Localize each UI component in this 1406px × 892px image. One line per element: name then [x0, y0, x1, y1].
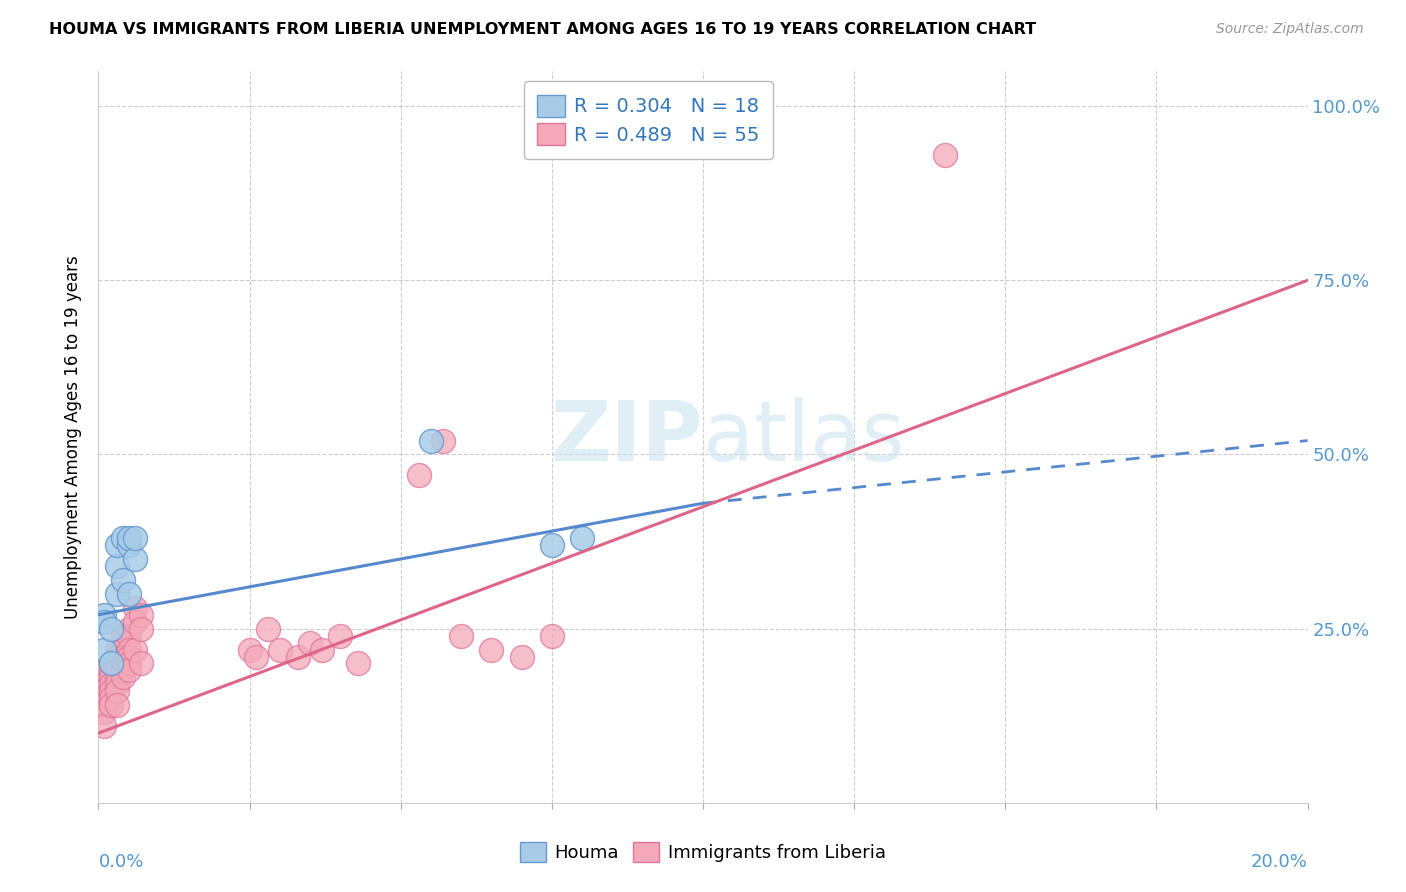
Point	[93, 664, 115, 678]
Point	[105, 587, 128, 601]
Point	[105, 538, 128, 552]
Point	[269, 642, 291, 657]
Point	[118, 629, 141, 643]
Point	[93, 698, 115, 713]
Point	[124, 552, 146, 566]
Point	[100, 657, 122, 671]
Point	[105, 558, 128, 573]
Point	[93, 642, 115, 657]
Point	[100, 698, 122, 713]
Point	[105, 670, 128, 684]
Point	[540, 629, 562, 643]
Point	[481, 642, 503, 657]
Point	[105, 677, 128, 691]
Point	[105, 649, 128, 664]
Point	[93, 615, 115, 629]
Point	[347, 657, 370, 671]
Text: ZIP: ZIP	[551, 397, 703, 477]
Point	[245, 649, 267, 664]
Legend: Houma, Immigrants from Liberia: Houma, Immigrants from Liberia	[513, 834, 893, 870]
Text: 20.0%: 20.0%	[1251, 853, 1308, 871]
Point	[105, 642, 128, 657]
Point	[420, 434, 443, 448]
Point	[510, 649, 533, 664]
Point	[100, 691, 122, 706]
Point	[124, 600, 146, 615]
Point	[118, 531, 141, 545]
Point	[105, 698, 128, 713]
Legend: R = 0.304   N = 18, R = 0.489   N = 55: R = 0.304 N = 18, R = 0.489 N = 55	[524, 81, 773, 159]
Point	[100, 684, 122, 698]
Point	[934, 148, 956, 162]
Point	[93, 691, 115, 706]
Point	[93, 705, 115, 719]
Point	[111, 649, 134, 664]
Point	[100, 670, 122, 684]
Point	[299, 635, 322, 649]
Point	[111, 670, 134, 684]
Point	[118, 664, 141, 678]
Point	[93, 677, 115, 691]
Point	[408, 468, 430, 483]
Point	[111, 664, 134, 678]
Point	[129, 657, 152, 671]
Point	[100, 677, 122, 691]
Point	[287, 649, 309, 664]
Point	[329, 629, 352, 643]
Point	[124, 642, 146, 657]
Point	[118, 649, 141, 664]
Point	[540, 538, 562, 552]
Point	[111, 573, 134, 587]
Point	[256, 622, 278, 636]
Point	[105, 684, 128, 698]
Point	[239, 642, 262, 657]
Point	[105, 657, 128, 671]
Point	[93, 684, 115, 698]
Point	[100, 622, 122, 636]
Point	[129, 607, 152, 622]
Point	[118, 587, 141, 601]
Point	[100, 657, 122, 671]
Text: HOUMA VS IMMIGRANTS FROM LIBERIA UNEMPLOYMENT AMONG AGES 16 TO 19 YEARS CORRELAT: HOUMA VS IMMIGRANTS FROM LIBERIA UNEMPLO…	[49, 22, 1036, 37]
Point	[100, 664, 122, 678]
Text: 0.0%: 0.0%	[98, 853, 143, 871]
Point	[450, 629, 472, 643]
Point	[432, 434, 454, 448]
Point	[124, 531, 146, 545]
Point	[118, 642, 141, 657]
Point	[111, 629, 134, 643]
Text: atlas: atlas	[703, 397, 904, 477]
Point	[111, 642, 134, 657]
Point	[124, 615, 146, 629]
Point	[93, 607, 115, 622]
Text: Source: ZipAtlas.com: Source: ZipAtlas.com	[1216, 22, 1364, 37]
Point	[93, 719, 115, 733]
Point	[571, 531, 593, 545]
Point	[311, 642, 333, 657]
Y-axis label: Unemployment Among Ages 16 to 19 years: Unemployment Among Ages 16 to 19 years	[65, 255, 83, 619]
Point	[118, 538, 141, 552]
Point	[129, 622, 152, 636]
Point	[105, 664, 128, 678]
Point	[118, 622, 141, 636]
Point	[118, 657, 141, 671]
Point	[111, 531, 134, 545]
